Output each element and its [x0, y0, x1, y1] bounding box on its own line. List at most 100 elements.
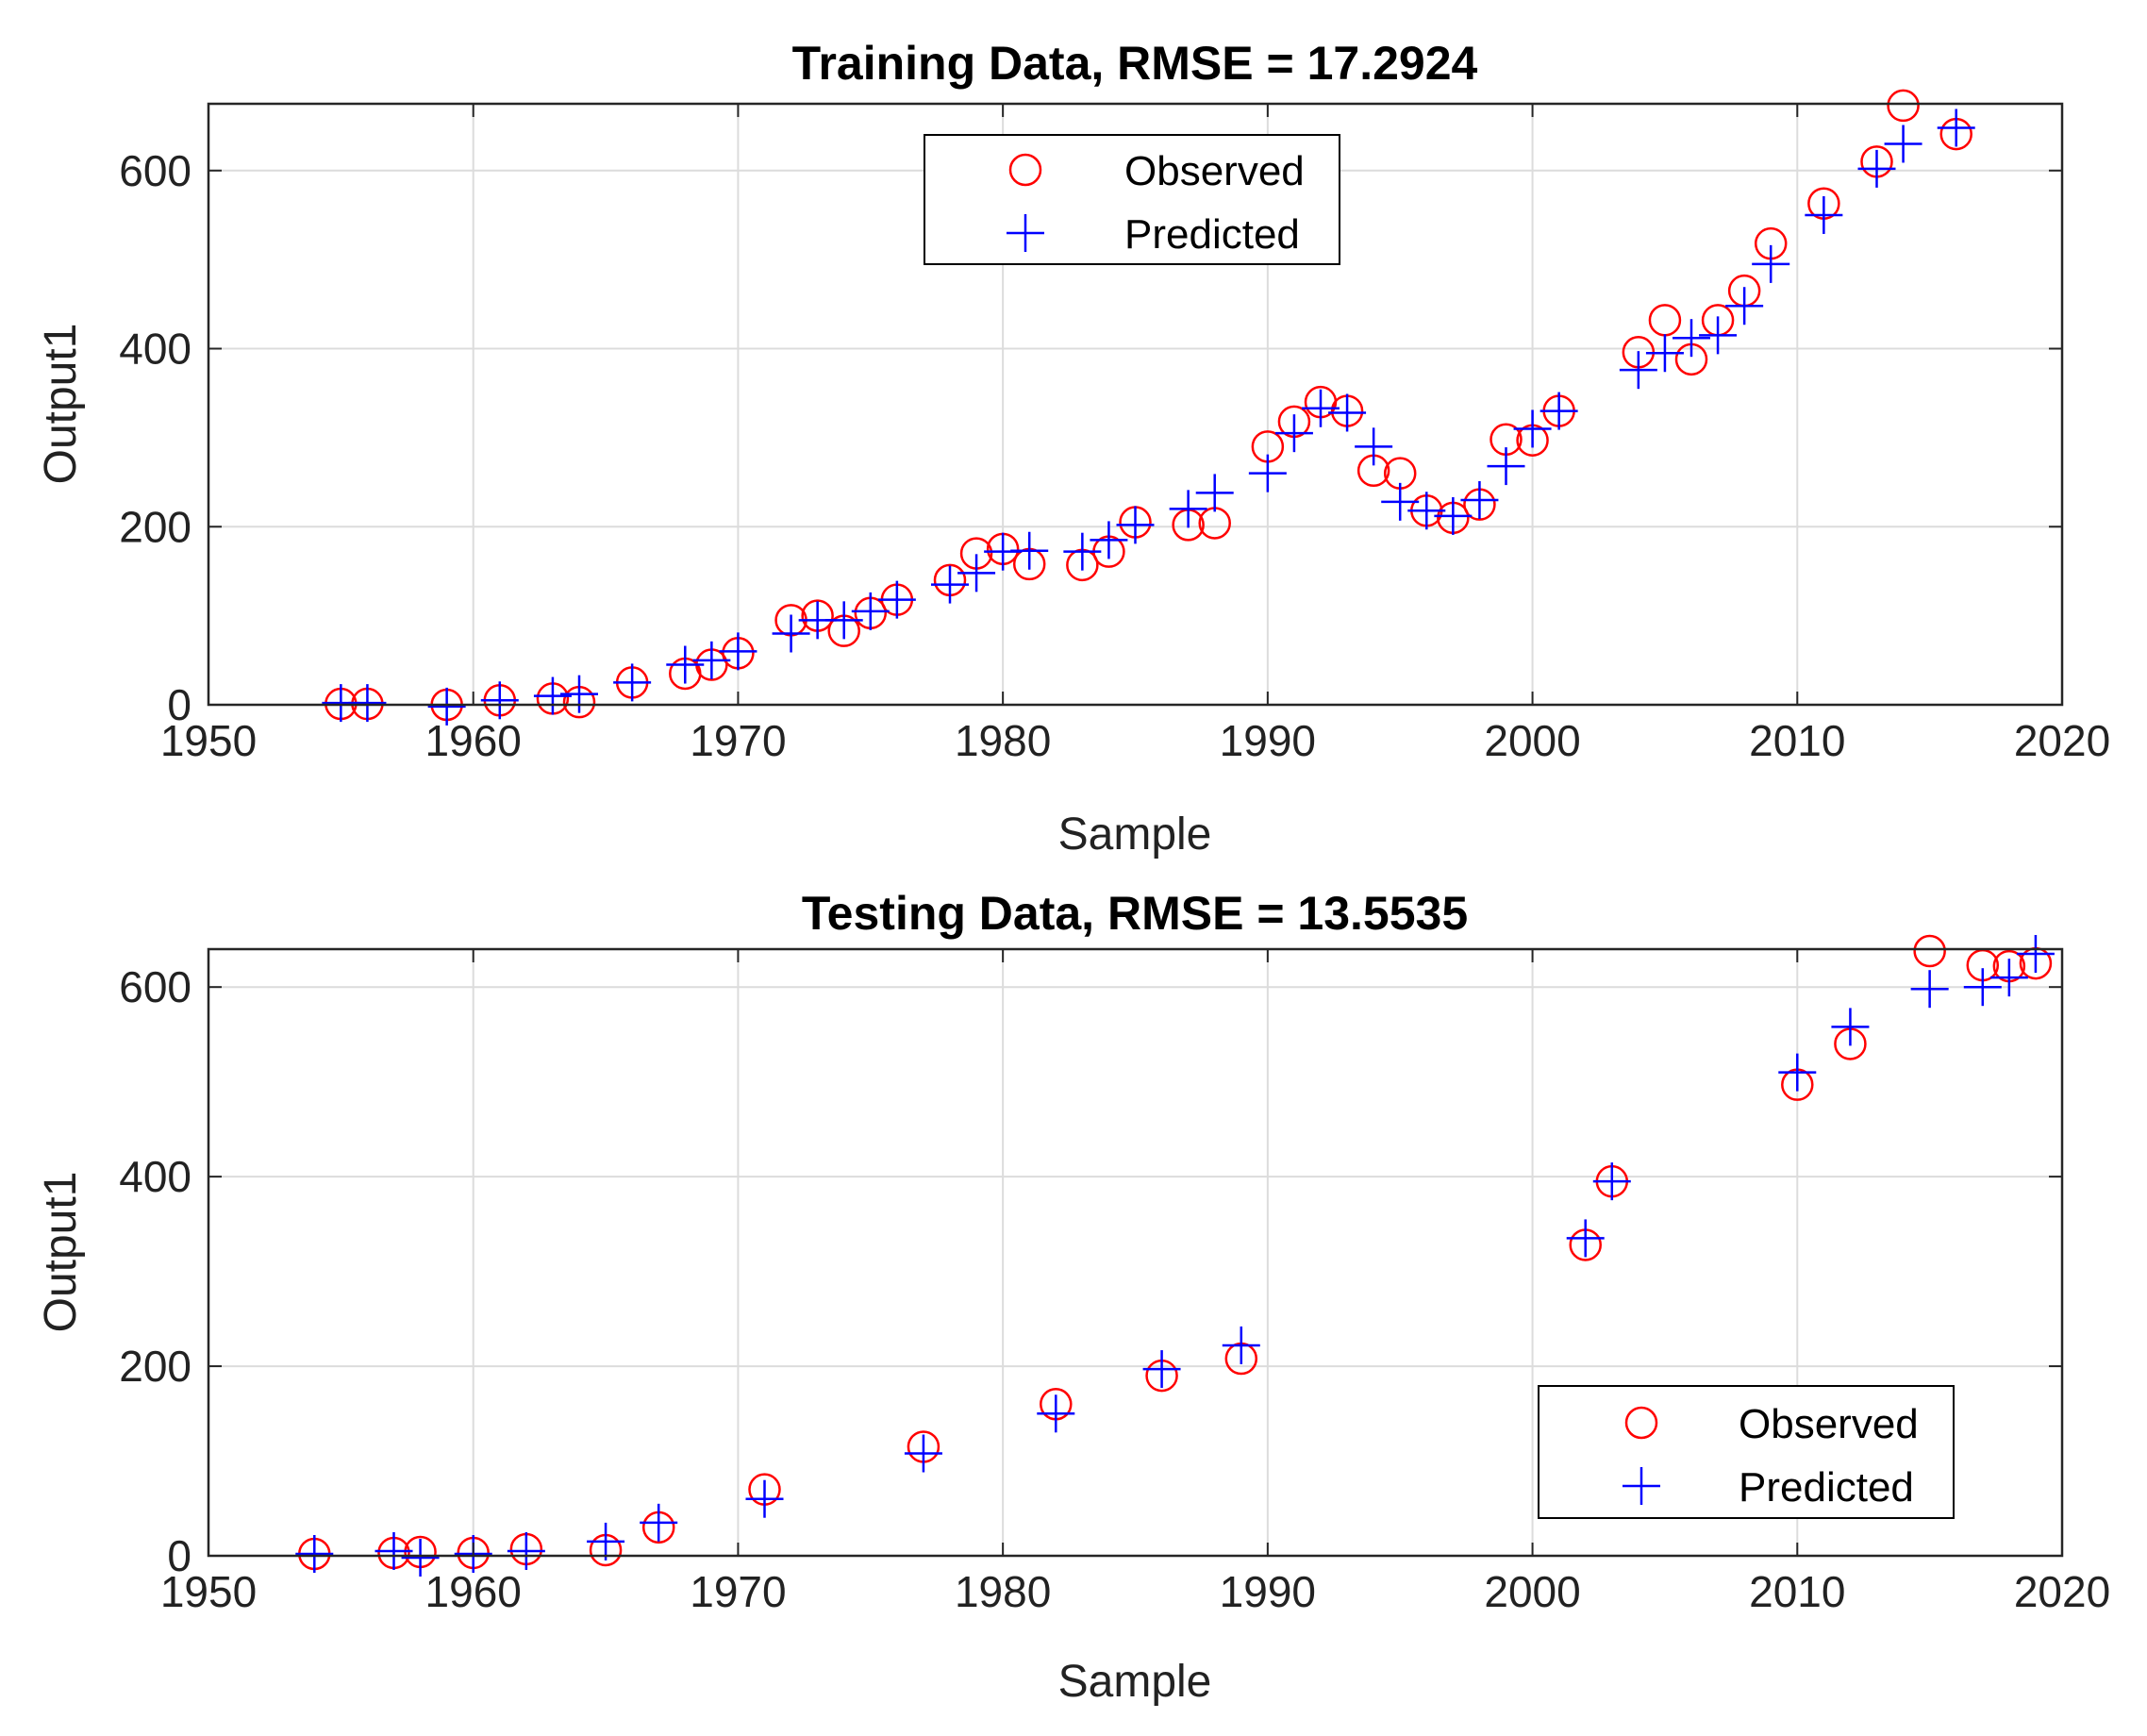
y-tick-label: 0	[167, 680, 191, 729]
predicted-point	[587, 1522, 625, 1561]
axis-ticks: 1950 1960 1970 1980 1990 2000 2010 2020 0 200 400 6…	[119, 104, 2110, 765]
data-marks	[322, 89, 1975, 726]
testing-chart: Testing Data, RMSE = 13.5535 1950 1960 197…	[36, 887, 2110, 1707]
predicted-point	[1645, 334, 1684, 373]
predicted-point	[1910, 970, 1949, 1009]
x-tick-label: 1970	[690, 716, 786, 765]
predicted-point	[480, 681, 519, 720]
predicted-point	[1355, 427, 1393, 466]
chart-title: Testing Data, RMSE = 13.5535	[802, 887, 1468, 940]
y-tick-label: 400	[119, 325, 191, 374]
predicted-point	[931, 565, 969, 604]
predicted-point	[1725, 287, 1764, 326]
x-axis-label: Sample	[1058, 1657, 1212, 1707]
predicted-point	[295, 1534, 334, 1573]
x-tick-label: 1960	[425, 716, 522, 765]
predicted-point	[1063, 532, 1102, 571]
predicted-point	[719, 632, 757, 671]
chart-title: Training Data, RMSE = 17.2924	[792, 37, 1478, 90]
legend-circle-marker	[1624, 1406, 1658, 1440]
legend: Observed Predicted	[1538, 1385, 1955, 1519]
y-tick-label: 600	[119, 146, 191, 195]
predicted-point	[613, 663, 652, 702]
y-axis-label: Output1	[36, 1172, 86, 1333]
legend-observed-label: Observed	[1124, 148, 1305, 194]
legend-plus-marker	[1007, 214, 1044, 252]
data-marks	[295, 934, 2055, 1577]
predicted-point	[1460, 480, 1499, 519]
predicted-point	[1407, 492, 1446, 530]
predicted-point	[772, 614, 810, 653]
x-tick-label: 2020	[2014, 1567, 2110, 1616]
x-tick-label: 1980	[955, 1567, 1051, 1616]
y-tick-label: 200	[119, 1342, 191, 1391]
predicted-point	[1487, 447, 1525, 486]
x-tick-label: 1990	[1220, 1567, 1316, 1616]
predicted-point	[1673, 319, 1710, 358]
predicted-point	[1752, 244, 1790, 283]
predicted-point	[348, 684, 387, 723]
predicted-point	[1778, 1053, 1817, 1092]
predicted-point	[1116, 506, 1155, 544]
predicted-point	[1831, 1008, 1870, 1046]
predicted-point	[1540, 392, 1578, 430]
y-tick-label: 400	[119, 1152, 191, 1201]
x-tick-label: 1950	[160, 1567, 257, 1616]
predicted-point	[1010, 531, 1049, 570]
y-tick-label: 0	[167, 1531, 191, 1580]
predicted-point	[666, 645, 705, 684]
predicted-point	[851, 592, 890, 630]
observed-point	[1913, 934, 1946, 968]
predicted-point	[1381, 482, 1420, 521]
predicted-point	[401, 1539, 440, 1577]
legend-box	[1538, 1385, 1955, 1519]
legend-predicted-label: Predicted	[1124, 211, 1300, 258]
predicted-point	[2016, 935, 2055, 974]
predicted-point	[427, 687, 466, 726]
predicted-point	[507, 1531, 545, 1570]
predicted-point	[1619, 351, 1657, 390]
legend-plus-marker	[1623, 1467, 1660, 1505]
predicted-point	[1037, 1394, 1075, 1433]
predicted-point	[1274, 414, 1313, 453]
x-tick-label: 1990	[1220, 716, 1316, 765]
predicted-point	[1142, 1350, 1181, 1389]
x-tick-label: 2000	[1484, 716, 1580, 765]
predicted-point	[1989, 959, 2028, 997]
predicted-point	[957, 554, 996, 593]
predicted-point	[904, 1434, 942, 1473]
y-axis-label: Output1	[36, 324, 86, 485]
predicted-point	[1195, 474, 1234, 512]
predicted-point	[692, 641, 731, 679]
predicted-point	[1857, 149, 1896, 188]
predicted-point	[1805, 195, 1843, 234]
axis-ticks: 1950 1960 1970 1980 1990 2000 2010 2020 0 200 400 6…	[119, 949, 2110, 1616]
x-tick-label: 2000	[1484, 1567, 1580, 1616]
legend: Observed Predicted	[924, 134, 1340, 265]
x-tick-label: 2010	[1749, 716, 1845, 765]
predicted-point	[824, 601, 863, 640]
x-axis-label: Sample	[1058, 810, 1212, 860]
predicted-point	[1566, 1219, 1605, 1258]
predicted-point	[560, 675, 598, 713]
x-tick-label: 1950	[160, 716, 257, 765]
x-tick-label: 1980	[955, 716, 1051, 765]
predicted-point	[1699, 316, 1738, 355]
training-chart: Training Data, RMSE = 17.2924 1950 1960 19…	[36, 37, 2110, 860]
legend-circle-marker	[1008, 153, 1042, 187]
legend-predicted-label: Predicted	[1739, 1464, 1914, 1511]
predicted-point	[1937, 108, 1975, 147]
plot-frame	[207, 947, 2064, 1558]
predicted-point	[640, 1503, 678, 1542]
x-tick-label: 2010	[1749, 1567, 1845, 1616]
plot-frame	[207, 102, 2064, 707]
predicted-point	[1963, 968, 2002, 1007]
predicted-point	[1222, 1326, 1260, 1364]
x-tick-label: 1960	[425, 1567, 522, 1616]
y-tick-label: 200	[119, 502, 191, 551]
predicted-point	[1434, 496, 1473, 535]
observed-point	[1887, 89, 1920, 123]
y-tick-label: 600	[119, 962, 191, 1011]
predicted-point	[1169, 490, 1207, 528]
